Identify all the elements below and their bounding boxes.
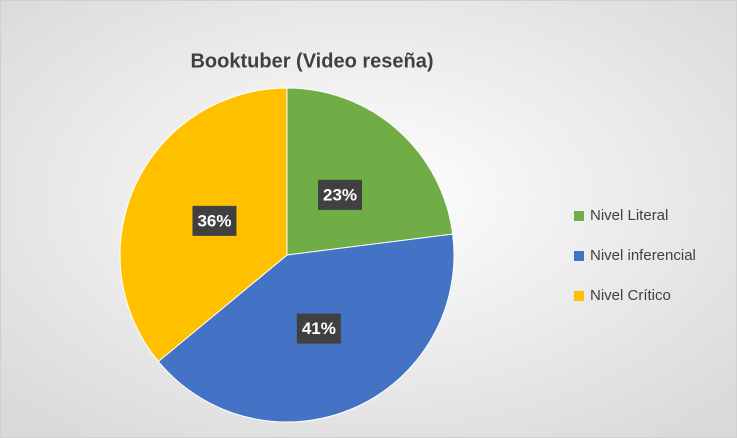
legend-label: Nivel Literal	[590, 207, 668, 224]
chart-title: Booktuber (Video reseña)	[190, 50, 433, 72]
data-label: 36%	[197, 211, 231, 230]
data-label: 23%	[323, 185, 357, 204]
legend-label: Nivel Crítico	[590, 287, 671, 304]
data-label: 41%	[302, 319, 336, 338]
legend-label: Nivel inferencial	[590, 247, 696, 264]
legend-swatch	[574, 291, 584, 301]
legend-swatch	[574, 251, 584, 261]
data-label-box	[192, 205, 237, 236]
data-label-box	[318, 179, 363, 210]
pie-slice	[286, 87, 454, 256]
legend-swatch	[574, 211, 584, 221]
data-label-box	[296, 313, 341, 344]
